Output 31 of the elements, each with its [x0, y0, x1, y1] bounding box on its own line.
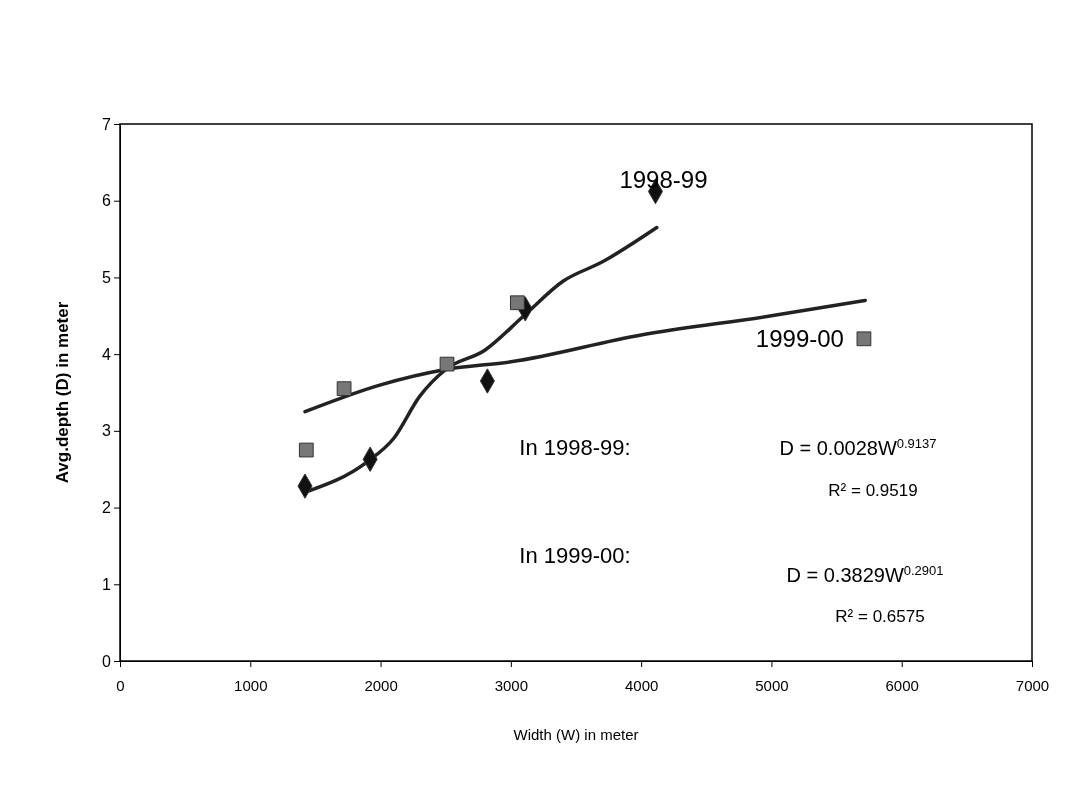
- x-tick-label: 0: [116, 677, 125, 694]
- y-tick-label: 0: [102, 652, 112, 670]
- x-tick-label: 2000: [364, 677, 398, 694]
- x-axis-title: Width (W) in meter: [513, 726, 639, 743]
- point: [509, 295, 525, 311]
- point: [298, 442, 314, 458]
- y-tick-label: 7: [102, 115, 112, 133]
- y-axis-title: Avg.depth (D) in meter: [53, 301, 72, 484]
- x-tick-label: 4000: [624, 677, 659, 694]
- y-tick-label: 4: [102, 345, 112, 363]
- y-tick-label: 6: [102, 192, 112, 210]
- annotation: In 1998-99:: [519, 435, 631, 460]
- point: [856, 331, 872, 347]
- x-tick-label: 3000: [494, 677, 529, 694]
- x-tick-label: 5000: [755, 677, 789, 694]
- x-tick-label: 6000: [885, 677, 919, 694]
- annotation: D = 0.0028W$^{0.9137}$: [779, 435, 937, 459]
- y-tick-label: 3: [102, 422, 112, 440]
- series-label: 1998-99: [619, 165, 708, 193]
- y-tick-label: 1: [102, 575, 112, 593]
- x-tick-label: 1000: [234, 677, 268, 694]
- y-tick-label: 5: [102, 269, 112, 287]
- annotation: In 1999-00:: [519, 543, 631, 568]
- series-label: 1999-00: [755, 324, 844, 352]
- x-tick-label: 7000: [1015, 677, 1050, 694]
- point: [439, 356, 455, 372]
- point: [336, 381, 352, 397]
- y-tick-label: 2: [102, 499, 112, 517]
- annotation: R² = 0.9519: [828, 481, 918, 500]
- annotation: D = 0.3829W$^{0.2901}$: [786, 562, 944, 586]
- annotation: R² = 0.6575: [835, 607, 925, 626]
